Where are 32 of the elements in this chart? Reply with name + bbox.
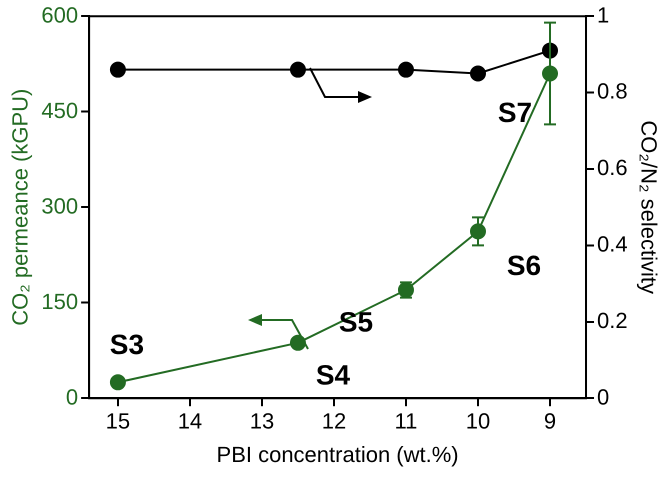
y-tick-label: 150 [41, 288, 78, 314]
point [290, 62, 306, 78]
x-tick-label: 9 [544, 408, 556, 434]
y2-tick-label: 0.2 [597, 308, 628, 333]
point [290, 334, 306, 351]
point [470, 66, 486, 82]
y2-tick-label: 0.8 [597, 78, 628, 104]
annotation: S3 [110, 329, 144, 360]
y-tick-label: 600 [41, 2, 78, 28]
annotation: S5 [338, 306, 374, 338]
x-tick-label: 13 [250, 408, 274, 434]
point [110, 374, 126, 390]
y-tick-label: 450 [41, 98, 78, 123]
x-tick-label: 10 [466, 408, 490, 434]
x-tick-label: 12 [322, 408, 346, 434]
point [110, 62, 126, 78]
y2-tick-label: 0 [597, 384, 610, 410]
y2-tick-label: 0.6 [597, 155, 628, 180]
x-axis-title: PBI concentration (wt.%) [216, 442, 459, 467]
annotation: S4 [316, 360, 351, 391]
x-tick-label: 15 [106, 408, 130, 434]
y-tick-label: 0 [66, 384, 78, 410]
annotation: S6 [506, 250, 542, 282]
x-tick-label: 11 [394, 408, 418, 434]
x-tick-label: 14 [178, 408, 202, 434]
y2-axis-title: CO₂/N₂ selectivity [636, 120, 662, 294]
y2-tick-label: 1 [597, 2, 610, 28]
y-tick-label: 300 [41, 193, 78, 218]
y2-tick-label: 0.4 [597, 231, 628, 256]
y-axis-title: CO₂ permeance (kGPU) [7, 88, 32, 326]
point [398, 62, 414, 78]
annotation: S7 [498, 97, 532, 128]
